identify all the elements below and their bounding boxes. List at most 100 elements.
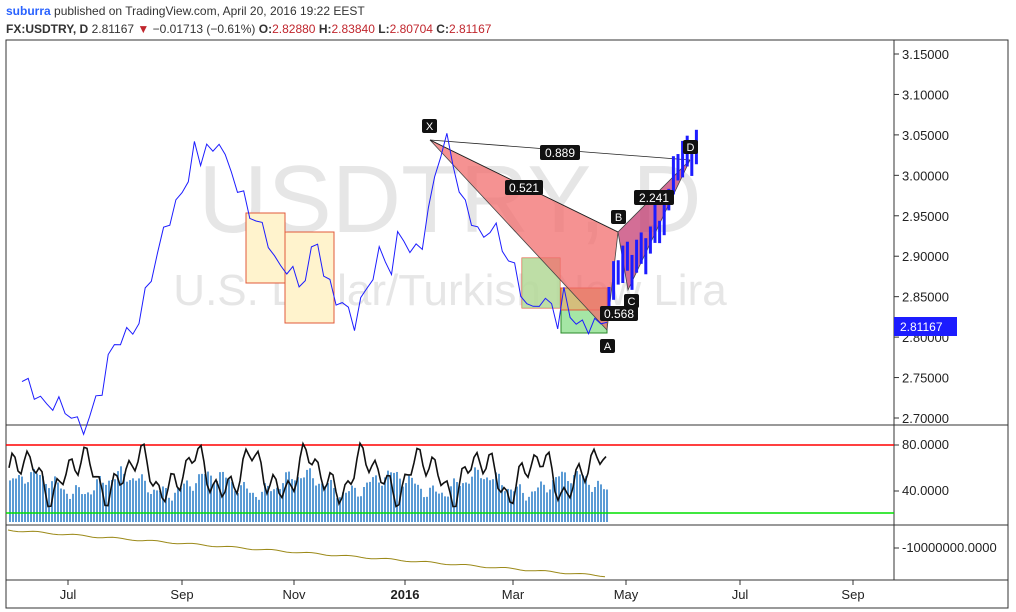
- histogram-bar: [465, 482, 467, 522]
- histogram-bar: [210, 475, 212, 522]
- histogram-bar: [297, 477, 299, 522]
- pattern-label-x: X: [426, 121, 434, 133]
- histogram-bar: [438, 493, 440, 522]
- histogram-bar: [255, 496, 257, 522]
- histogram-bar: [330, 479, 332, 522]
- histogram-bar: [441, 492, 443, 522]
- histogram-bar: [12, 478, 14, 522]
- author-link[interactable]: suburra: [6, 4, 51, 18]
- histogram-bar: [534, 491, 536, 522]
- histogram-bar: [435, 491, 437, 522]
- time-tick-label: Sep: [841, 587, 864, 602]
- histogram-bar: [354, 487, 356, 522]
- price-axis[interactable]: 3.15000 3.10000 3.05000 3.00000 2.95000 2.900…: [894, 47, 949, 426]
- symbol-info-bar: FX:USDTRY, D 2.81167 ▼ −0.01713 (−0.61%)…: [6, 22, 491, 36]
- osc-tick-label-40: 40.0000: [902, 483, 949, 498]
- high-label: H:: [318, 22, 332, 36]
- histogram-bar: [516, 486, 518, 522]
- low-value: 2.80704: [389, 22, 433, 36]
- histogram-bar: [390, 472, 392, 522]
- histogram-bar: [348, 491, 350, 522]
- symbol-label[interactable]: FX:USDTRY, D: [6, 22, 89, 36]
- histogram-bar: [153, 489, 155, 522]
- histogram-bar: [144, 480, 146, 522]
- histogram-bar: [582, 475, 584, 522]
- price-change: −0.01713 (−0.61%): [152, 22, 256, 36]
- high-value: 2.83840: [331, 22, 375, 36]
- histogram-bar: [132, 478, 134, 522]
- histogram-bar: [414, 483, 416, 522]
- histogram-bar: [573, 475, 575, 522]
- histogram-bar: [270, 491, 272, 522]
- histogram-bar: [180, 487, 182, 522]
- histogram-bar: [372, 477, 374, 522]
- histogram-bar: [276, 487, 278, 522]
- histogram-bar: [129, 480, 131, 522]
- histogram-bar: [318, 483, 320, 522]
- histogram-bar: [63, 489, 65, 522]
- histogram-bar: [462, 483, 464, 522]
- histogram-bar: [405, 483, 407, 522]
- histogram-bar: [480, 478, 482, 522]
- histogram-bar: [444, 496, 446, 522]
- histogram-bar: [75, 485, 77, 522]
- histogram-bar: [201, 473, 203, 522]
- histogram-bar: [162, 486, 164, 522]
- histogram-bar: [588, 484, 590, 522]
- histogram-bar: [33, 468, 35, 522]
- histogram-bar: [177, 487, 179, 522]
- histogram-bar: [207, 471, 209, 522]
- histogram-bar: [141, 474, 143, 522]
- histogram-bar: [378, 482, 380, 522]
- pattern-point-x: X: [422, 119, 437, 133]
- histogram-bar: [498, 473, 500, 522]
- histogram-bar: [501, 485, 503, 522]
- histogram-bar: [525, 500, 527, 522]
- lower-indicator-line[interactable]: [7, 529, 606, 578]
- oscillator-line[interactable]: [8, 441, 607, 508]
- histogram-bar: [528, 496, 530, 522]
- down-arrow-icon: ▼: [137, 22, 150, 36]
- time-axis[interactable]: Jul Sep Nov 2016 Mar May Jul Sep: [60, 580, 865, 602]
- histogram-bar: [189, 486, 191, 522]
- chart-frame: [5, 39, 1009, 609]
- histogram-bar: [555, 477, 557, 522]
- time-tick-label: Mar: [502, 587, 525, 602]
- histogram-bar: [39, 474, 41, 522]
- histogram-bar: [228, 479, 230, 522]
- histogram-bar: [522, 492, 524, 522]
- zone-box-1[interactable]: [245, 212, 286, 284]
- histogram-bar: [483, 479, 485, 522]
- histogram-bar: [237, 493, 239, 522]
- histogram-bar: [360, 496, 362, 522]
- histogram-bar: [429, 487, 431, 522]
- histogram-bar: [249, 492, 251, 522]
- histogram-bar: [492, 479, 494, 522]
- ratio-label-bd: 2.241: [634, 190, 674, 205]
- price-tick-label: 3.15000: [902, 47, 949, 62]
- histogram-bar: [291, 479, 293, 522]
- histogram-bar: [18, 475, 20, 522]
- histogram-bar: [567, 481, 569, 522]
- histogram-bar: [219, 472, 221, 522]
- histogram-bar: [363, 486, 365, 522]
- histogram-bar: [513, 491, 515, 522]
- histogram-bar: [120, 466, 122, 522]
- histogram-bar: [246, 488, 248, 522]
- histogram-bar: [84, 494, 86, 522]
- histogram-bar: [72, 493, 74, 522]
- histogram-bar: [261, 491, 263, 522]
- pattern-label-a: A: [604, 341, 612, 353]
- histogram-bar: [126, 481, 128, 522]
- open-label: O:: [258, 22, 273, 36]
- close-label: C:: [436, 22, 449, 36]
- histogram-bar: [171, 500, 173, 522]
- histogram-bar: [69, 498, 71, 522]
- price-series-line[interactable]: [21, 133, 608, 436]
- histogram-bar: [165, 487, 167, 522]
- histogram-bar: [156, 490, 158, 522]
- histogram-bar: [234, 490, 236, 522]
- histogram-bar: [585, 476, 587, 522]
- histogram-bar: [225, 477, 227, 522]
